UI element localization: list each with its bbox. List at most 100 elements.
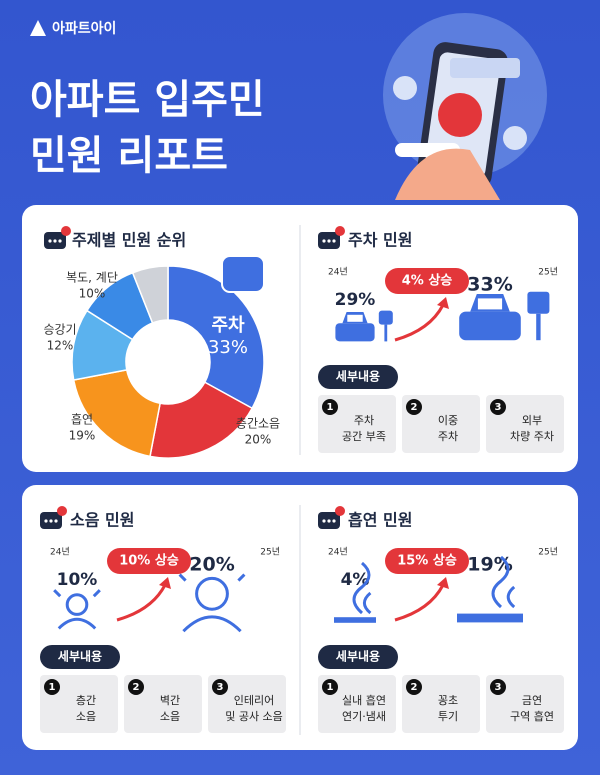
change-pill	[385, 548, 469, 574]
arrow-head	[437, 297, 449, 309]
cigarette	[334, 617, 376, 623]
chat-dot	[49, 519, 53, 523]
title-line: 아파트 입주민	[30, 77, 265, 123]
illustration	[383, 13, 547, 200]
detail-text: 연기·냄새	[342, 710, 386, 723]
detail-number: 3	[217, 682, 224, 693]
year-label: 24년	[328, 547, 348, 558]
value-after: 33%	[467, 274, 512, 296]
details-pill	[318, 645, 398, 669]
alert-badge	[57, 506, 67, 516]
detail-text: 및 공사 소음	[225, 710, 283, 723]
detail-number: 1	[327, 682, 334, 693]
year-label: 24년	[50, 547, 70, 558]
section-title: 흡연 민원	[348, 511, 412, 530]
detail-number-bg	[490, 399, 506, 415]
details-pill	[318, 365, 398, 389]
change-label: 15% 상승	[397, 554, 457, 569]
brand: 아파트아이	[52, 20, 116, 37]
section-title: 소음 민원	[70, 511, 134, 530]
detail-text: 소음	[76, 710, 96, 723]
cigarette	[457, 613, 523, 623]
detail-number: 2	[411, 402, 418, 413]
slice-value: 10%	[79, 287, 106, 301]
year-label: 25년	[538, 267, 558, 278]
detail-number-bg	[406, 399, 422, 415]
detail-number: 2	[133, 682, 140, 693]
detail-text: 벽간	[160, 694, 180, 707]
year-label: 25년	[538, 547, 558, 558]
chat-dot	[54, 519, 58, 523]
change-pill	[385, 268, 469, 294]
sign-pole	[384, 324, 388, 342]
detail-text: 공간 부족	[342, 430, 386, 443]
body	[57, 617, 97, 630]
detail-number-bg	[212, 679, 228, 695]
detail-number-bg	[44, 679, 60, 695]
slice-label: 주차	[211, 315, 245, 336]
chat-dot	[322, 519, 326, 523]
smoke	[352, 561, 372, 615]
detail-number-bg	[322, 399, 338, 415]
alert-badge	[61, 226, 71, 236]
hand	[395, 148, 500, 200]
slice-label: 흡연	[71, 413, 93, 427]
chat-dot	[48, 239, 52, 243]
change-label: 4% 상승	[402, 274, 453, 289]
logo-mark	[30, 20, 46, 36]
slice-label: 복도, 계단	[66, 271, 118, 285]
year-label: 25년	[260, 547, 280, 558]
chat-dot	[327, 239, 331, 243]
body	[182, 615, 242, 633]
trend-arrow	[394, 584, 445, 622]
parking-sign	[527, 291, 550, 314]
sign-pole	[536, 313, 541, 341]
arrow-head	[437, 577, 449, 589]
parking-sign	[378, 310, 393, 325]
detail-text: 금연	[522, 694, 542, 707]
head	[195, 576, 229, 611]
alert-badge	[335, 506, 345, 516]
value-before: 10%	[57, 570, 98, 590]
detail-number: 3	[495, 682, 502, 693]
detail-number: 2	[411, 682, 418, 693]
detail-text: 인테리어	[234, 694, 274, 707]
pie-slice	[72, 368, 162, 458]
trend-arrow	[394, 304, 445, 342]
bubble	[450, 58, 520, 78]
detail-number-bg	[322, 679, 338, 695]
section-title: 주차 민원	[348, 231, 412, 250]
change-pill	[107, 548, 191, 574]
parking-badge	[221, 255, 265, 293]
value-before: 29%	[335, 290, 376, 310]
detail-text: 이중	[438, 414, 458, 427]
details-pill	[40, 645, 120, 669]
chat-dot	[58, 239, 62, 243]
noise-marks	[178, 573, 246, 582]
chat-dot	[327, 519, 331, 523]
x-icon	[393, 76, 417, 100]
detail-text: 외부	[522, 414, 542, 427]
detail-text: 구역 흡연	[510, 709, 554, 723]
detail-number-bg	[406, 679, 422, 695]
details-label: 세부내용	[336, 369, 380, 384]
chat-dot	[53, 239, 57, 243]
noise-marks	[53, 589, 101, 598]
slice-value: 33%	[208, 337, 248, 358]
pie-slice	[167, 265, 265, 410]
detail-text: 주차	[438, 430, 458, 443]
detail-number: 1	[49, 682, 56, 693]
details-label: 세부내용	[58, 649, 102, 664]
year-label: 24년	[328, 267, 348, 278]
value-after: 20%	[189, 554, 234, 576]
chart-title: 주제별 민원 순위	[72, 231, 186, 250]
chat-dot	[322, 239, 326, 243]
slice-value: 20%	[245, 433, 272, 447]
smoke	[491, 555, 516, 609]
car-body	[335, 323, 375, 342]
detail-text: 소음	[160, 710, 180, 723]
detail-text: 실내 흡연	[342, 693, 386, 707]
change-label: 10% 상승	[119, 554, 179, 569]
